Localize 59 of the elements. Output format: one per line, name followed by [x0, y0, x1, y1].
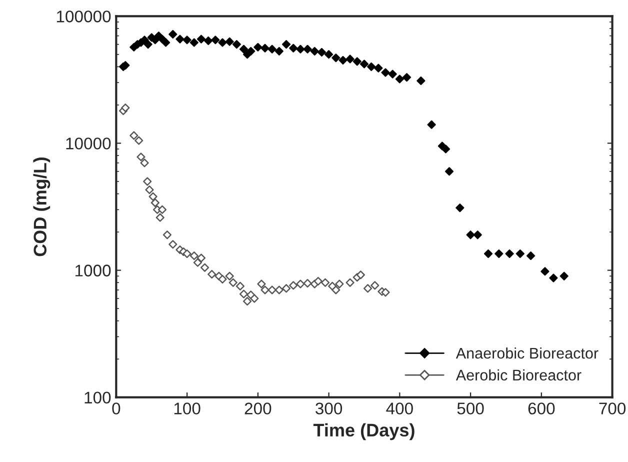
- point: [282, 284, 291, 293]
- point: [370, 281, 380, 290]
- point: [218, 274, 227, 284]
- y-tick-label: 10000: [66, 138, 111, 150]
- point: [303, 278, 312, 288]
- x-tick-label: 600: [528, 402, 555, 414]
- point: [145, 185, 154, 194]
- point: [148, 192, 158, 201]
- point: [335, 280, 344, 288]
- point: [268, 286, 276, 294]
- point: [150, 198, 160, 208]
- point: [274, 286, 284, 294]
- point: [320, 278, 330, 287]
- point: [314, 276, 322, 286]
- legend-label: Aerobic Bioreactor: [456, 369, 582, 381]
- point: [257, 280, 266, 288]
- point: [121, 104, 130, 112]
- x-tick-label: 700: [599, 402, 626, 414]
- x-tick-label: 100: [174, 402, 200, 414]
- point: [193, 258, 202, 267]
- point: [225, 272, 234, 280]
- point: [140, 158, 149, 168]
- point: [200, 263, 210, 272]
- point: [363, 284, 372, 293]
- y-tick-label: 100000: [56, 10, 111, 22]
- point: [289, 281, 298, 290]
- point: [228, 278, 238, 287]
- point: [239, 290, 248, 298]
- legend-label: Anaerobic Bioreactor: [456, 347, 598, 359]
- x-tick-label: 300: [316, 402, 342, 414]
- point: [236, 282, 245, 290]
- point: [168, 240, 178, 249]
- point: [182, 249, 192, 258]
- point: [196, 254, 206, 262]
- point: [356, 270, 365, 280]
- point: [134, 136, 144, 145]
- point: [156, 213, 164, 222]
- y-axis-title: COD (mg/L): [33, 157, 50, 256]
- point: [208, 270, 216, 279]
- x-axis-title: Time (Days): [313, 423, 414, 440]
- point: [296, 280, 305, 288]
- y-tick-label: 100: [84, 392, 111, 404]
- x-tick-label: 400: [386, 402, 413, 414]
- x-tick-label: 0: [112, 402, 120, 414]
- point: [332, 286, 340, 294]
- point: [162, 230, 172, 240]
- point: [158, 205, 167, 214]
- point: [143, 177, 152, 186]
- point: [190, 251, 198, 260]
- point: [260, 286, 270, 294]
- point: [243, 296, 252, 306]
- x-tick-label: 500: [457, 402, 484, 414]
- y-tick-label: 1000: [76, 264, 111, 276]
- x-tick-label: 200: [244, 402, 272, 414]
- point: [250, 294, 259, 303]
- point: [346, 278, 354, 287]
- point: [136, 152, 146, 162]
- point: [130, 131, 138, 140]
- point: [381, 288, 390, 297]
